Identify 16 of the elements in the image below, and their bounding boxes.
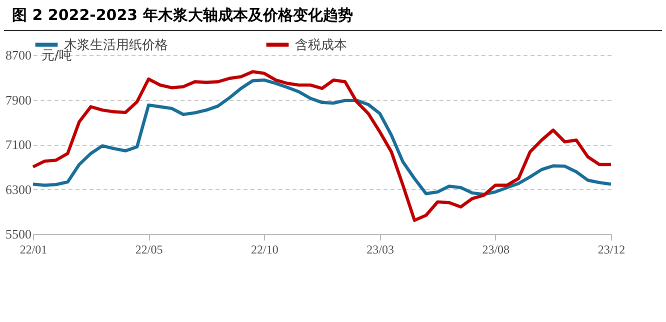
line-series — [31, 70, 613, 222]
legend-label: 含税成本 — [295, 38, 347, 53]
x-tick-label: 23/03 — [366, 242, 394, 256]
x-tick-label: 23/12 — [598, 242, 626, 256]
y-tick-label: 7900 — [6, 92, 32, 108]
y-tick-label: 7100 — [6, 137, 32, 152]
line-series — [31, 78, 613, 196]
y-tick-label: 8700 — [6, 48, 32, 62]
y-tick-label: 5500 — [6, 226, 32, 242]
x-tick-label: 22/05 — [135, 242, 163, 256]
x-tick-label: 22/10 — [251, 242, 278, 256]
chart-title: 图 2 2022-2023 年木浆大轴成本及价格变化趋势 — [4, 0, 662, 31]
y-tick-label: 6300 — [6, 182, 32, 197]
x-tick-label: 23/08 — [482, 242, 510, 256]
x-tick-label: 22/01 — [20, 242, 48, 256]
y-axis-title: 元/吨 — [42, 48, 72, 64]
